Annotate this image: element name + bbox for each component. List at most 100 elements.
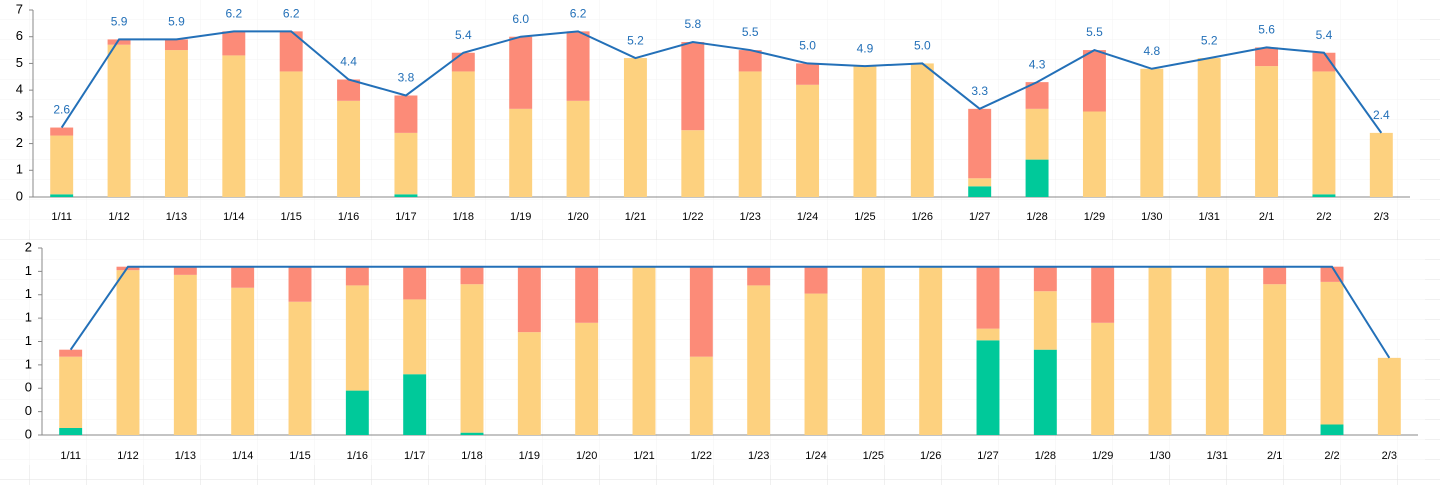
value-label: 5.9 xyxy=(168,15,185,29)
bar-segment xyxy=(59,349,83,357)
bar-segment xyxy=(517,332,541,435)
bar-segment xyxy=(116,270,140,435)
x-tick-label: 1/31 xyxy=(1207,450,1228,462)
y-tick-label: 2 xyxy=(25,239,32,254)
x-tick-label: 1/11 xyxy=(60,450,81,462)
bar-segment xyxy=(345,390,369,435)
y-tick-label: 1 xyxy=(25,263,32,278)
y-tick-label: 1 xyxy=(25,356,32,371)
x-tick-label: 1/19 xyxy=(510,211,531,223)
bar-segment xyxy=(1312,71,1336,195)
bar-segment xyxy=(394,132,418,195)
bar-segment xyxy=(403,266,427,300)
bar-segment xyxy=(1033,266,1057,292)
bar-segment xyxy=(681,42,705,131)
bar-segment xyxy=(288,266,312,302)
line xyxy=(69,265,1391,359)
bar-segment xyxy=(976,328,1000,341)
bar-segment xyxy=(689,266,713,357)
bar-segment xyxy=(164,39,188,51)
bar-segment xyxy=(1091,322,1115,435)
bar-segment xyxy=(1263,266,1287,285)
x-tick-label: 1/15 xyxy=(280,211,301,223)
bar-segment xyxy=(1263,284,1287,435)
value-label: 6.2 xyxy=(570,7,587,21)
bar-segment xyxy=(861,266,885,435)
x-tick-label: 1/17 xyxy=(404,450,425,462)
bar-segment xyxy=(623,58,647,198)
bar-segment xyxy=(50,135,74,195)
x-tick-label: 1/13 xyxy=(166,211,187,223)
bar-segment xyxy=(689,356,713,435)
x-tick-label: 1/16 xyxy=(338,211,359,223)
x-tick-label: 1/14 xyxy=(232,450,253,462)
bar-segment xyxy=(747,285,771,435)
x-tick-label: 1/22 xyxy=(682,211,703,223)
bar-segment xyxy=(1312,52,1336,72)
x-tick-label: 1/28 xyxy=(1026,211,1047,223)
value-label: 5.2 xyxy=(1201,33,1218,47)
x-tick-label: 1/25 xyxy=(863,450,884,462)
bar-segment xyxy=(738,50,762,72)
bar-segment xyxy=(853,66,877,197)
y-tick-label: 2 xyxy=(16,135,23,150)
bar-segment xyxy=(575,266,599,323)
bar-segment xyxy=(231,287,255,435)
bar-segment xyxy=(394,194,418,197)
bar-segment xyxy=(1377,357,1401,435)
x-tick-label: 1/28 xyxy=(1035,450,1056,462)
bar-segment xyxy=(517,266,541,333)
value-label: 5.4 xyxy=(1316,28,1333,42)
bar-segment xyxy=(919,266,943,435)
bar-segment xyxy=(1148,266,1172,435)
bar-segment xyxy=(50,127,74,136)
bar-segment xyxy=(164,50,188,198)
x-tick-label: 1/15 xyxy=(289,450,310,462)
bar-segment xyxy=(1025,82,1049,109)
bar-segment xyxy=(976,340,1000,435)
x-tick-label: 2/2 xyxy=(1324,450,1339,462)
bar-segment xyxy=(337,79,361,101)
bar-segment xyxy=(345,285,369,391)
x-tick-label: 1/26 xyxy=(912,211,933,223)
y-tick-label: 3 xyxy=(16,108,23,123)
bar-segment xyxy=(747,266,771,286)
bar-segment xyxy=(1205,266,1229,435)
bar-segment xyxy=(337,100,361,197)
value-label: 5.0 xyxy=(799,39,816,53)
x-tick-label: 1/16 xyxy=(347,450,368,462)
bar-segment xyxy=(968,108,992,179)
bar-segment xyxy=(394,95,418,133)
value-label: 5.6 xyxy=(1258,23,1275,37)
value-label: 5.5 xyxy=(1086,25,1103,39)
bar-segment xyxy=(1140,68,1164,198)
x-tick-label: 1/20 xyxy=(567,211,588,223)
bar-segment xyxy=(738,71,762,197)
y-tick-label: 0 xyxy=(25,403,32,418)
value-label: 5.2 xyxy=(627,33,644,47)
value-label: 5.4 xyxy=(455,28,472,42)
bar-segment xyxy=(403,299,427,375)
x-tick-label: 1/11 xyxy=(51,211,72,223)
bar-segment xyxy=(1091,266,1115,323)
x-tick-label: 1/14 xyxy=(223,211,244,223)
bar-segment xyxy=(50,194,74,197)
bar-segment xyxy=(1197,58,1221,198)
y-tick-label: 1 xyxy=(25,286,32,301)
bar-segment xyxy=(968,186,992,197)
bar-segment xyxy=(173,266,197,275)
bar-segment xyxy=(1312,194,1336,197)
bar-segment xyxy=(279,71,303,197)
bar-segment xyxy=(566,100,590,197)
x-tick-label: 2/3 xyxy=(1382,450,1397,462)
bar-segment xyxy=(1033,349,1057,435)
bar-segment xyxy=(1025,159,1049,197)
x-tick-label: 2/3 xyxy=(1374,211,1389,223)
bar-segment xyxy=(1255,66,1279,197)
value-label: 5.5 xyxy=(742,25,759,39)
x-tick-label: 1/21 xyxy=(625,211,646,223)
bar-segment xyxy=(976,266,1000,329)
x-tick-label: 1/27 xyxy=(977,450,998,462)
bar-segment xyxy=(288,301,312,435)
